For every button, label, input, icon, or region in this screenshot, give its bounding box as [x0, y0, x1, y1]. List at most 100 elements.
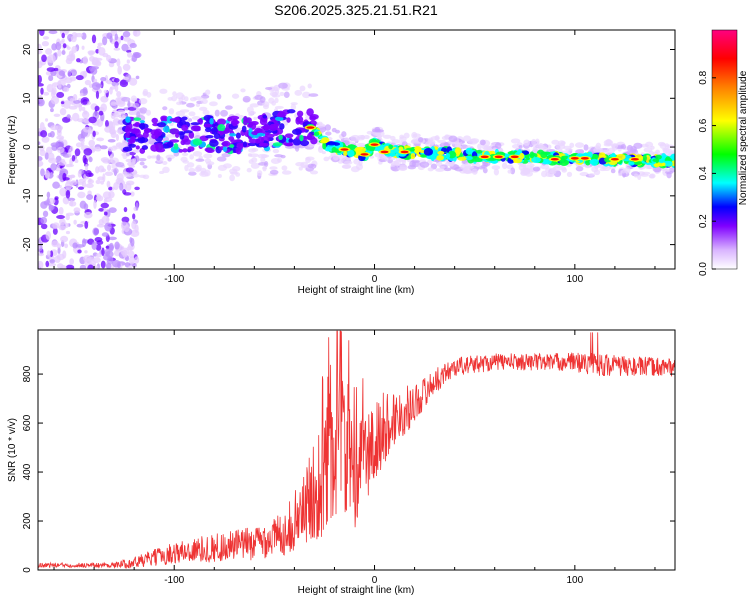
heatmap-halo-cell — [538, 142, 544, 148]
heatmap-noise-cell — [50, 108, 54, 113]
heatmap-halo-cell — [511, 144, 521, 149]
heatmap-halo-cell — [393, 159, 401, 167]
snr-y-tick-label: 0 — [22, 567, 33, 573]
heatmap-halo-cell — [269, 169, 279, 175]
heatmap-noise-cell — [130, 191, 135, 197]
heatmap-noise-cell — [77, 191, 86, 199]
heatmap-noise-cell — [75, 75, 84, 81]
heatmap-halo-cell — [662, 148, 668, 154]
heatmap-ridge-cell — [235, 132, 241, 139]
spectrogram-y-tick-label: 10 — [22, 92, 33, 104]
heatmap-noise-cell — [61, 32, 65, 39]
heatmap-halo-cell — [533, 143, 539, 149]
heatmap-noise-cell — [72, 112, 80, 122]
heatmap-ridge-cell — [247, 142, 257, 147]
heatmap-noise-cell — [54, 196, 59, 200]
heatmap-ridge-cell — [475, 149, 483, 154]
heatmap-noise-cell — [59, 108, 67, 116]
heatmap-halo-cell — [116, 109, 126, 115]
heatmap-halo-cell — [269, 166, 278, 170]
colorbar-tick-label: 0.8 — [698, 70, 709, 84]
heatmap-noise-cell — [121, 43, 129, 52]
heatmap-halo-cell — [259, 96, 266, 104]
heatmap-noise-cell — [41, 54, 47, 63]
heatmap-ridge-cell — [343, 151, 348, 156]
heatmap-noise-cell — [38, 252, 45, 257]
heatmap-halo-cell — [551, 167, 557, 174]
heatmap-noise-cell — [79, 264, 87, 269]
heatmap-noise-cell — [81, 238, 87, 247]
heatmap-halo-cell — [624, 166, 631, 174]
heatmap-noise-cell — [122, 249, 128, 258]
heatmap-noise-cell — [56, 91, 65, 98]
heatmap-halo-cell — [603, 139, 614, 146]
heatmap-noise-cell — [56, 128, 62, 137]
heatmap-noise-cell — [82, 154, 87, 164]
heatmap-ridge-cell — [284, 133, 294, 138]
heatmap-halo-cell — [221, 153, 231, 158]
heatmap-noise-cell — [129, 43, 137, 49]
heatmap-ridge-cell — [217, 124, 226, 132]
heatmap-noise-cell — [65, 212, 75, 216]
heatmap-halo-cell — [593, 147, 604, 154]
heatmap-halo-cell — [235, 172, 241, 177]
heatmap-ridge-cell — [410, 152, 416, 160]
heatmap-halo-cell — [645, 165, 653, 170]
heatmap-halo-cell — [229, 174, 236, 182]
heatmap-noise-cell — [123, 224, 130, 233]
heatmap-halo-cell — [477, 143, 482, 150]
heatmap-halo-cell — [529, 163, 535, 167]
heatmap-ridge-cell — [250, 120, 259, 126]
heatmap-noise-cell — [100, 202, 109, 209]
heatmap-ridge-cell — [585, 159, 591, 166]
heatmap-noise-cell — [125, 158, 132, 163]
heatmap-noise-cell — [83, 148, 93, 156]
heatmap-halo-cell — [167, 157, 172, 162]
heatmap-ridge-cell — [598, 152, 606, 158]
heatmap-noise-cell — [66, 114, 71, 119]
heatmap-noise-cell — [77, 170, 82, 178]
snr-y-axis-label: SNR (10 * v/v) — [7, 418, 18, 482]
heatmap-noise-cell — [70, 52, 76, 61]
heatmap-ridge-cell — [663, 161, 673, 167]
heatmap-halo-cell — [242, 95, 251, 103]
heatmap-halo-cell — [214, 109, 220, 117]
heatmap-noise-cell — [58, 40, 65, 45]
heatmap-noise-cell — [83, 126, 92, 133]
heatmap-noise-cell — [103, 211, 108, 216]
heatmap-halo-cell — [507, 169, 512, 174]
heatmap-halo-cell — [138, 98, 148, 105]
heatmap-halo-cell — [397, 166, 408, 171]
heatmap-ridge-cell — [190, 125, 201, 132]
heatmap-noise-cell — [99, 145, 108, 150]
heatmap-ridge-cell — [137, 136, 146, 144]
heatmap-halo-cell — [551, 139, 560, 145]
heatmap-noise-cell — [70, 180, 77, 186]
heatmap-noise-cell — [74, 103, 83, 108]
heatmap-noise-cell — [98, 47, 106, 56]
heatmap-halo-cell — [493, 168, 500, 176]
heatmap-noise-cell — [60, 235, 69, 243]
heatmap-noise-cell — [38, 98, 45, 107]
heatmap-noise-cell — [92, 257, 101, 264]
heatmap-noise-cell — [103, 89, 108, 94]
heatmap-noise-cell — [42, 210, 49, 218]
heatmap-noise-cell — [93, 78, 98, 83]
heatmap-ridge-cell — [230, 139, 238, 144]
heatmap-halo-cell — [588, 173, 595, 177]
heatmap-halo-cell — [192, 151, 203, 157]
heatmap-noise-cell — [128, 256, 135, 265]
heatmap-halo-cell — [321, 150, 327, 155]
heatmap-noise-cell — [125, 180, 135, 186]
snr-y-tick-label: 200 — [22, 512, 33, 529]
heatmap-ridge-cell — [636, 161, 642, 165]
heatmap-noise-cell — [100, 180, 104, 185]
heatmap-ridge-cell — [245, 117, 252, 124]
heatmap-noise-cell — [101, 247, 105, 257]
heatmap-halo-cell — [309, 170, 319, 175]
heatmap-ridge-cell — [163, 125, 170, 133]
heatmap-noise-cell — [62, 177, 70, 181]
heatmap-halo-cell — [278, 82, 288, 89]
heatmap-halo-cell — [390, 163, 396, 167]
heatmap-noise-cell — [135, 202, 139, 211]
